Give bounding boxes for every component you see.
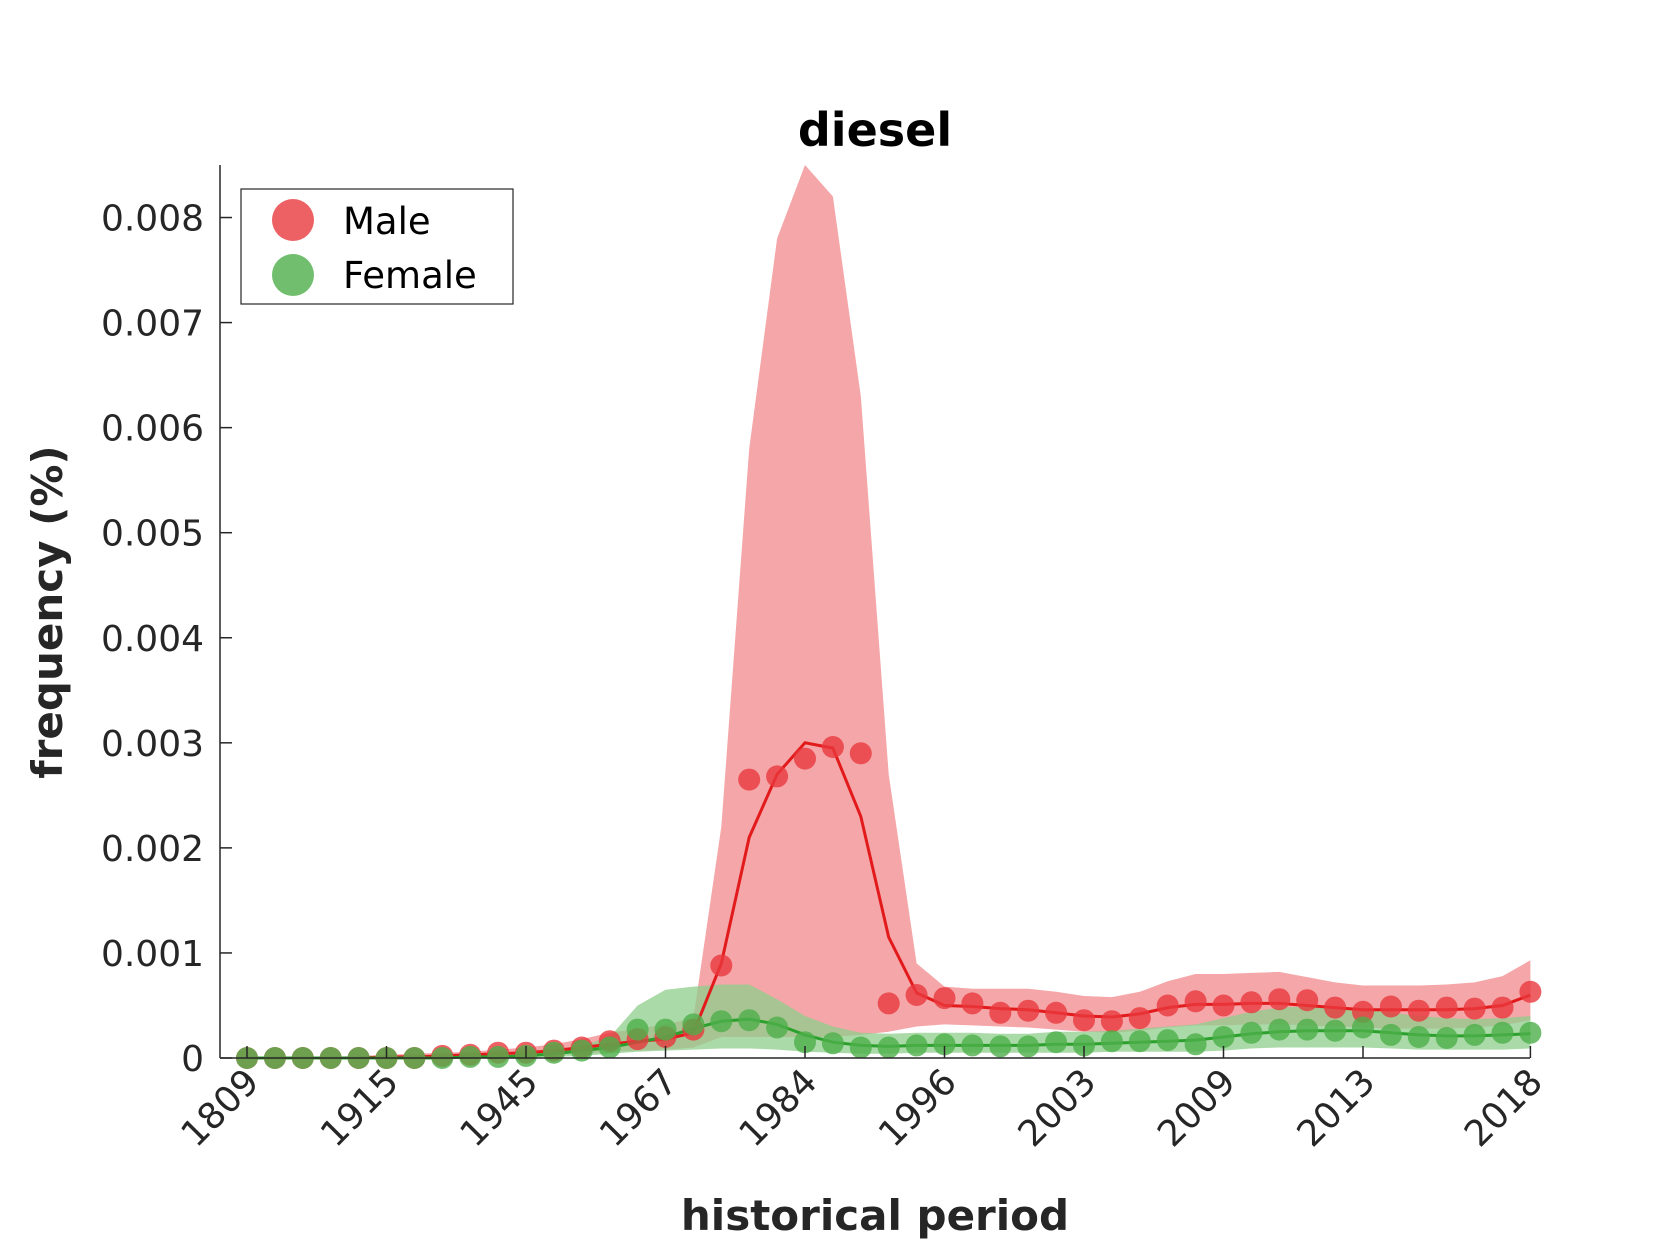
point-male xyxy=(1463,997,1486,1020)
point-female xyxy=(849,1036,872,1059)
legend-marker-female xyxy=(272,254,314,296)
point-male xyxy=(710,954,733,977)
point-male xyxy=(1379,995,1402,1018)
point-male xyxy=(1296,989,1319,1012)
point-male xyxy=(766,765,789,788)
point-male xyxy=(794,747,816,770)
point-female xyxy=(542,1041,565,1064)
point-female xyxy=(794,1031,816,1054)
point-female xyxy=(682,1013,705,1036)
point-female xyxy=(961,1034,984,1057)
chart-title: diesel xyxy=(798,103,952,157)
point-female xyxy=(487,1045,510,1068)
y-tick-label: 0.008 xyxy=(101,199,204,240)
point-male xyxy=(1073,1009,1095,1032)
point-female xyxy=(1100,1030,1123,1053)
point-female xyxy=(877,1036,900,1059)
point-male xyxy=(1212,994,1235,1017)
point-female xyxy=(1017,1035,1040,1058)
point-male xyxy=(821,736,844,758)
point-female xyxy=(1324,1019,1347,1042)
point-male xyxy=(738,768,761,791)
point-female xyxy=(1463,1023,1486,1046)
point-male xyxy=(1352,1000,1374,1023)
point-female xyxy=(1128,1030,1151,1053)
point-female xyxy=(1491,1021,1514,1044)
point-male xyxy=(1324,996,1347,1019)
legend: Male Female xyxy=(240,188,514,305)
point-male xyxy=(849,742,872,765)
band-male xyxy=(247,165,1531,1058)
point-female xyxy=(1212,1026,1235,1048)
point-female xyxy=(1268,1018,1291,1041)
point-male xyxy=(1100,1010,1123,1033)
point-male xyxy=(961,992,984,1015)
point-female xyxy=(710,1010,733,1033)
point-female xyxy=(1407,1026,1430,1048)
y-tick-label: 0.001 xyxy=(101,934,204,975)
point-male xyxy=(1407,999,1430,1022)
point-male xyxy=(1045,1001,1068,1024)
point-male xyxy=(1017,999,1040,1022)
point-female xyxy=(1296,1018,1319,1041)
point-female xyxy=(654,1018,677,1041)
point-female xyxy=(1045,1031,1068,1054)
point-female xyxy=(1184,1033,1207,1056)
legend-label-female: Female xyxy=(343,254,477,297)
legend-marker-male xyxy=(272,199,314,241)
point-female xyxy=(821,1032,844,1055)
point-male xyxy=(1156,994,1179,1017)
point-female xyxy=(905,1034,928,1057)
point-male xyxy=(1184,990,1207,1013)
point-female xyxy=(459,1045,482,1068)
point-female xyxy=(933,1033,956,1056)
y-axis-label: frequency (%) xyxy=(23,445,72,778)
point-female xyxy=(1240,1021,1263,1044)
point-female xyxy=(1156,1029,1179,1052)
point-male xyxy=(905,984,928,1006)
y-tick-label: 0.002 xyxy=(101,829,204,870)
point-male xyxy=(989,1001,1012,1024)
y-tick-label: 0.004 xyxy=(101,619,204,660)
y-tick-label: 0.005 xyxy=(101,514,204,555)
point-male xyxy=(1491,996,1514,1019)
point-male xyxy=(1519,980,1542,1003)
point-male xyxy=(877,992,900,1015)
point-female xyxy=(598,1036,621,1059)
y-tick-label: 0.006 xyxy=(101,409,204,450)
point-female xyxy=(1379,1023,1402,1046)
point-female xyxy=(989,1035,1012,1058)
point-female xyxy=(1435,1027,1458,1049)
legend-label-male: Male xyxy=(343,200,431,243)
point-male xyxy=(933,987,956,1010)
y-tick-label: 0.007 xyxy=(101,304,204,345)
point-female xyxy=(570,1039,593,1062)
point-female xyxy=(1519,1021,1542,1044)
y-axis-ticks: 0 0.001 0.002 0.003 0.004 0.005 0.006 0.007 0.00… xyxy=(101,199,232,1080)
y-tick-label: 0 xyxy=(181,1039,204,1080)
point-male xyxy=(1268,988,1291,1011)
axes xyxy=(219,165,1530,1059)
point-male xyxy=(1435,996,1458,1019)
point-female xyxy=(626,1018,649,1041)
point-female xyxy=(766,1016,789,1039)
point-female xyxy=(1352,1016,1374,1039)
x-axis-label: historical period xyxy=(681,1191,1069,1240)
point-male xyxy=(1128,1007,1151,1030)
point-male xyxy=(1240,991,1263,1014)
y-tick-label: 0.003 xyxy=(101,724,204,765)
point-female xyxy=(738,1009,761,1032)
point-female xyxy=(1073,1034,1095,1057)
